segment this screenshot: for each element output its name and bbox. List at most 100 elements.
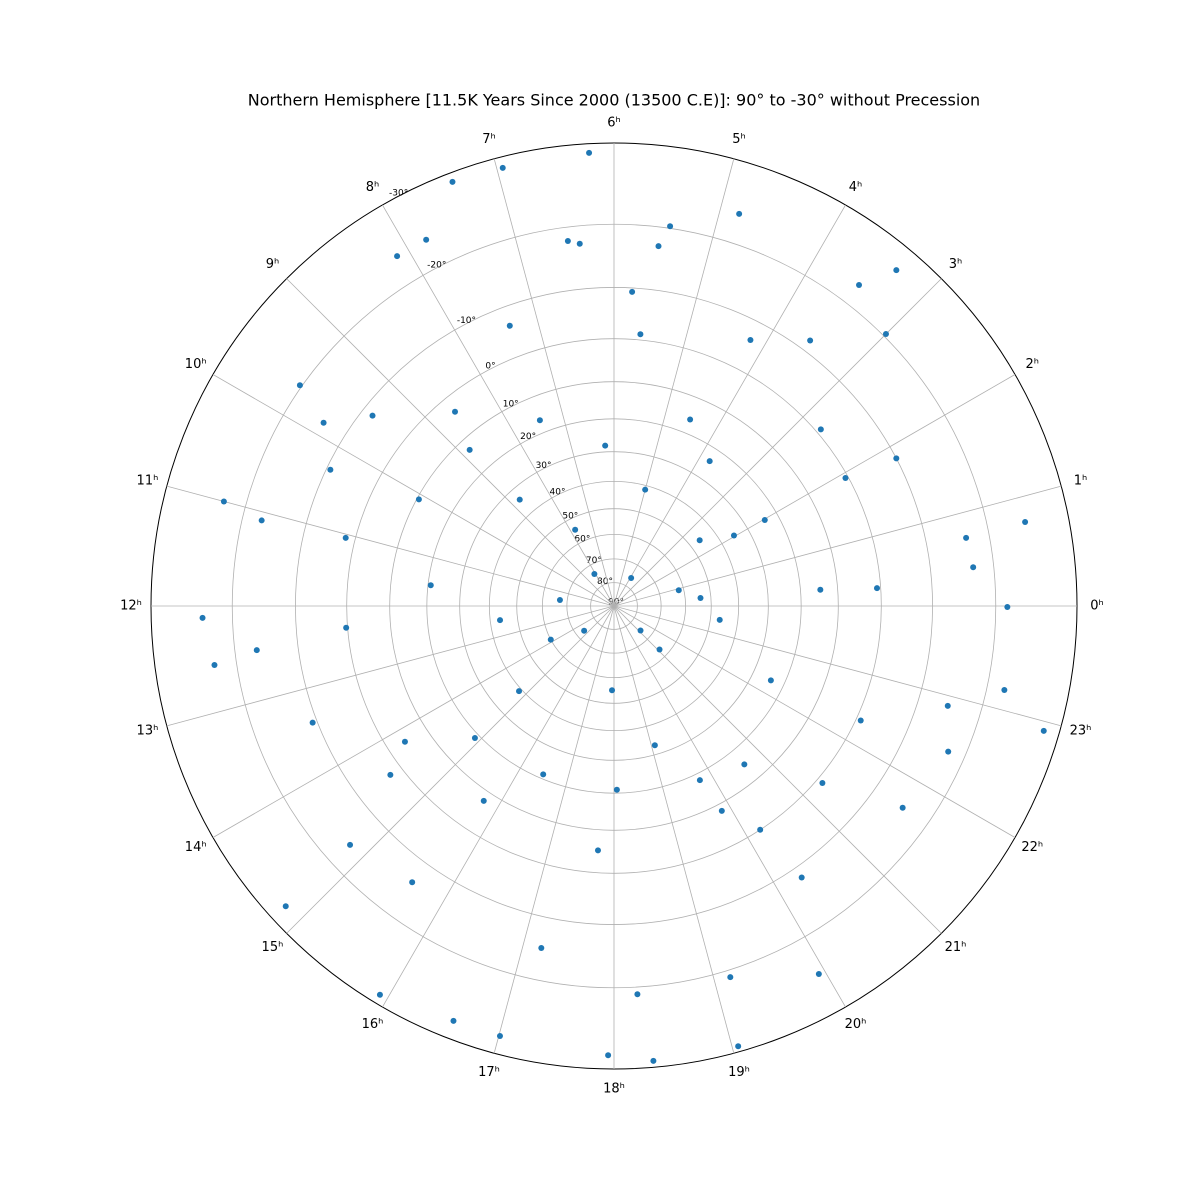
radial-tick-label: 10°: [503, 399, 519, 409]
grid-spoke: [613, 605, 735, 1054]
star-point: [730, 532, 737, 539]
star-point: [893, 455, 900, 462]
grid-spoke: [613, 278, 942, 607]
star-point: [540, 771, 547, 778]
star-point: [450, 1017, 457, 1024]
star-point: [628, 575, 635, 582]
chart-title: Northern Hemisphere [11.5K Years Since 2…: [248, 91, 980, 110]
star-point: [516, 496, 523, 503]
star-point: [258, 517, 265, 524]
star-point: [945, 748, 952, 755]
star-point: [409, 879, 416, 886]
star-point: [718, 807, 725, 814]
star-point: [376, 991, 383, 998]
star-point: [586, 149, 593, 156]
star-point: [605, 1052, 612, 1059]
star-point: [594, 847, 601, 854]
star-point: [656, 646, 663, 653]
star-point: [309, 719, 316, 726]
star-point: [727, 974, 734, 981]
star-point: [1040, 727, 1047, 734]
star-point: [1001, 687, 1008, 694]
star-point: [944, 702, 951, 709]
grid-spoke: [613, 374, 1016, 607]
radial-tick-label: -30°: [389, 189, 408, 199]
star-point: [1022, 518, 1029, 525]
star-point: [613, 786, 620, 793]
star-point: [497, 617, 504, 624]
angular-tick-label: 7ʰ: [482, 132, 496, 147]
star-point: [817, 426, 824, 433]
star-point: [842, 474, 849, 481]
star-point: [716, 616, 723, 623]
star-point: [394, 253, 401, 260]
star-point: [480, 797, 487, 804]
star-point: [320, 419, 327, 426]
grid-spoke: [212, 374, 615, 607]
star-point: [369, 412, 376, 419]
star-point: [609, 687, 616, 694]
star-point: [856, 281, 863, 288]
star-point: [761, 516, 768, 523]
grid-spoke: [613, 605, 942, 934]
angular-tick-label: 22ʰ: [1021, 840, 1043, 855]
star-point: [706, 458, 713, 465]
star-point: [342, 534, 349, 541]
star-point: [591, 570, 598, 577]
radial-tick-label: -10°: [457, 316, 476, 326]
radial-tick-label: -20°: [427, 260, 446, 270]
grid-spoke: [613, 605, 1016, 838]
radial-tick-label: 60°: [574, 534, 590, 544]
star-point: [963, 534, 970, 541]
star-point: [581, 627, 588, 634]
angular-tick-label: 9ʰ: [266, 257, 280, 272]
star-point: [1004, 604, 1011, 611]
angular-tick-label: 20ʰ: [845, 1017, 867, 1032]
angular-tick-label: 23ʰ: [1070, 724, 1092, 739]
star-point: [687, 416, 694, 423]
star-point: [401, 738, 408, 745]
star-point: [282, 903, 289, 910]
star-point: [564, 237, 571, 244]
star-point: [516, 688, 523, 695]
angular-tick-label: 18ʰ: [603, 1082, 625, 1097]
star-point: [637, 627, 644, 634]
star-point: [873, 585, 880, 592]
star-point: [696, 537, 703, 544]
star-point: [347, 841, 354, 848]
star-point: [296, 382, 303, 389]
radial-tick-label: 30°: [536, 461, 552, 471]
star-point: [471, 734, 478, 741]
star-point: [415, 496, 422, 503]
grid-spoke: [613, 204, 846, 607]
star-point: [650, 1057, 657, 1064]
angular-tick-label: 2ʰ: [1026, 357, 1040, 372]
star-point: [634, 991, 641, 998]
angular-tick-label: 10ʰ: [185, 357, 207, 372]
grid-spoke: [613, 158, 735, 607]
star-point: [696, 777, 703, 784]
angular-tick-label: 17ʰ: [478, 1065, 500, 1080]
angular-tick-label: 1ʰ: [1074, 473, 1088, 488]
star-point: [556, 597, 563, 604]
angular-tick-label: 6ʰ: [607, 116, 621, 131]
star-point: [547, 636, 554, 643]
star-point: [423, 236, 430, 243]
angular-tick-label: 16ʰ: [362, 1017, 384, 1032]
grid-spoke: [613, 605, 846, 1008]
star-point: [882, 331, 889, 338]
angular-tick-label: 12ʰ: [120, 599, 142, 614]
star-point: [327, 466, 334, 473]
star-point: [576, 240, 583, 247]
star-point: [817, 586, 824, 593]
radial-tick-label: 70°: [586, 556, 602, 566]
star-point: [452, 408, 459, 415]
grid-spoke: [166, 605, 615, 727]
grid-spoke: [493, 605, 615, 1054]
star-point: [496, 1033, 503, 1040]
star-point: [466, 446, 473, 453]
star-point: [815, 971, 822, 978]
star-point: [602, 442, 609, 449]
angular-tick-label: 14ʰ: [185, 840, 207, 855]
